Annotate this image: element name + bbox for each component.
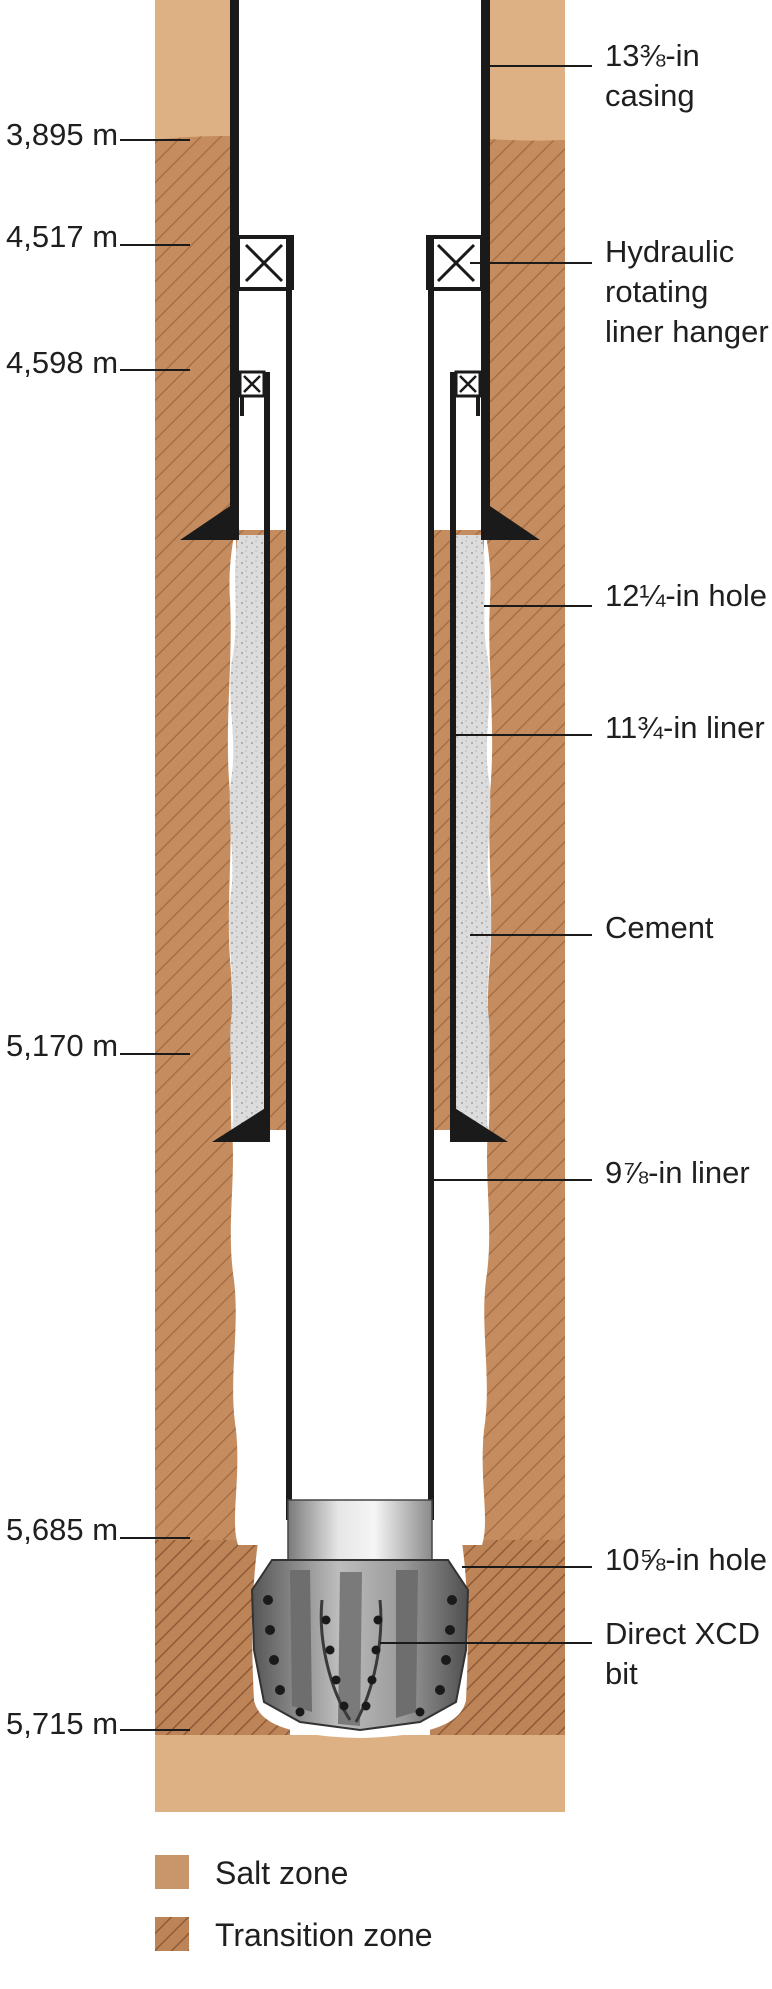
cement-left xyxy=(229,535,266,1130)
legend-swatch-salt xyxy=(155,1855,189,1889)
liner-shoe-right xyxy=(450,1105,508,1142)
svg-text:Direct XCD: Direct XCD xyxy=(605,1616,760,1651)
casing-13-3-8-left-wall xyxy=(230,0,239,520)
depth-label-4598: 4,598 m xyxy=(6,345,118,380)
svg-text:13⅜-in: 13⅜-in xyxy=(605,38,700,73)
liner-11-3-4-left-wall xyxy=(264,372,270,1142)
callout-cement: Cement xyxy=(605,910,714,945)
liner-11-3-4-right-wall xyxy=(450,372,456,1142)
legend-label-transition: Transition zone xyxy=(215,1917,433,1953)
open-hole-left xyxy=(230,1130,290,1545)
callout-hole-12-1-4: 12¼-in hole xyxy=(605,578,767,613)
liner-9-7-8-left-wall xyxy=(286,235,292,1520)
leader-lines xyxy=(380,65,592,1644)
casing-13-3-8-right-wall xyxy=(481,0,490,520)
svg-text:casing: casing xyxy=(605,78,695,113)
depth-label-5715: 5,715 m xyxy=(6,1706,118,1741)
svg-text:Hydraulic: Hydraulic xyxy=(605,234,734,269)
casing-shoe-right xyxy=(481,500,540,540)
open-hole-right xyxy=(430,1130,490,1545)
salt-zone-lower xyxy=(155,1735,565,1812)
cement-right xyxy=(454,535,491,1130)
depth-label-5685: 5,685 m xyxy=(6,1512,118,1547)
callout-liner-11-3-4: 11¾-in liner xyxy=(605,710,765,745)
callout-casing-13-3-8: 13⅜-in casing xyxy=(605,38,700,113)
svg-text:rotating: rotating xyxy=(605,274,708,309)
casing-shoe-left xyxy=(180,500,239,540)
liner-9-7-8-bore xyxy=(290,235,430,1735)
callout-liner-hanger: Hydraulic rotating liner hanger xyxy=(605,234,769,349)
legend-label-salt: Salt zone xyxy=(215,1855,348,1891)
svg-text:liner hanger: liner hanger xyxy=(605,314,769,349)
legend-swatch-transition xyxy=(155,1917,189,1951)
depth-label-4517: 4,517 m xyxy=(6,219,118,254)
legend: Salt zone Transition zone xyxy=(155,1855,433,1953)
direct-xcd-bit xyxy=(250,1559,470,1732)
liner-shoe-left xyxy=(212,1105,270,1142)
svg-text:bit: bit xyxy=(605,1656,638,1691)
depth-label-5170: 5,170 m xyxy=(6,1028,118,1063)
depth-ticks xyxy=(120,139,190,1731)
callout-direct-xcd-bit: Direct XCD bit xyxy=(605,1616,760,1691)
callout-liner-9-7-8: 9⅞-in liner xyxy=(605,1155,750,1190)
depth-label-3895: 3,895 m xyxy=(6,117,118,152)
callout-hole-10-5-8: 10⅝-in hole xyxy=(605,1542,767,1577)
bit-sub xyxy=(287,1499,433,1561)
liner-9-7-8-right-wall xyxy=(428,235,434,1520)
